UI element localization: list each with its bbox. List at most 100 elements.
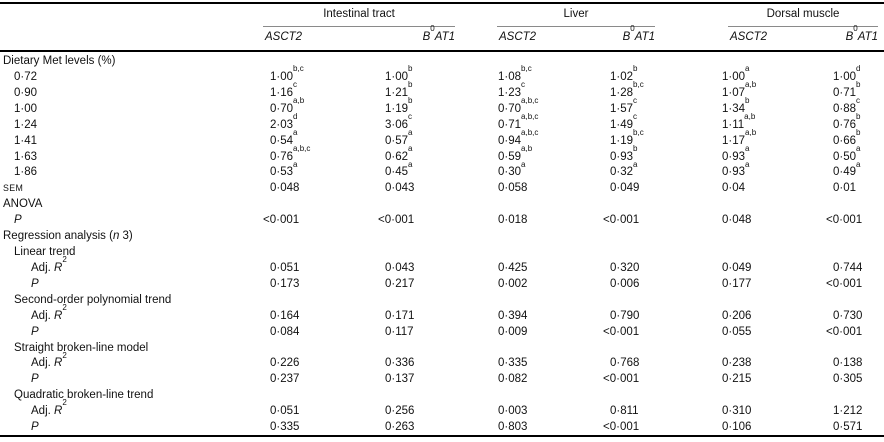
bottom-rule <box>0 435 884 437</box>
row-label: Second-order polynomial trend <box>14 293 172 306</box>
column-group-intestinal-tract: Intestinal tract <box>263 6 455 27</box>
column-group-dorsal-muscle: Dorsal muscle <box>728 6 878 27</box>
row-label: Adj. R2 <box>31 398 67 418</box>
row-label: 0·72 <box>14 70 38 83</box>
value-cell: 1·212 <box>833 405 863 418</box>
value-cell: 0·263 <box>385 421 415 434</box>
value-cell: 0·043 <box>385 261 415 274</box>
value-cell: 0·50a <box>833 143 861 163</box>
value-cell: 0·336 <box>385 357 415 370</box>
table-row: SEM 0·048 0·043 0·058 0·049 0·04 0·01 <box>0 180 884 196</box>
value-cell: 0·53a <box>270 159 298 179</box>
row-label: Straight broken-line model <box>14 341 149 354</box>
value-cell: 0·76a,b,c <box>270 143 311 163</box>
value-cell: 0·006 <box>610 277 640 290</box>
value-cell: 3·06c <box>385 111 413 131</box>
value-cell: 0·01 <box>833 182 857 195</box>
value-cell: 0·88c <box>833 95 861 115</box>
top-rule <box>0 2 884 4</box>
value-cell: 1·28b,c <box>610 80 644 99</box>
value-cell: 0·058 <box>498 182 528 195</box>
value-cell: 0·173 <box>270 277 300 290</box>
table-row: 1·41 0·54a 0·57a 0·94a,b,c 1·19b,c 1·17a,b 0·6… <box>0 127 884 149</box>
col-header-asct2: ASCT2 <box>499 31 537 43</box>
value-cell: 0·177 <box>722 277 752 290</box>
table-row: 1·00 0·70a,b 1·19b 0·70a,b,c 1·57c 1·34b 0·88c <box>0 95 884 117</box>
value-cell: 0·049 <box>722 261 752 274</box>
value-cell: 0·57a <box>385 127 413 147</box>
value-cell: 0·76b <box>833 111 861 131</box>
value-cell: <0·001 <box>603 214 640 227</box>
value-cell: 1·00d <box>833 64 861 83</box>
value-cell: <0·001 <box>603 373 640 386</box>
table-row: Adj. R2 0·051 0·256 0·003 0·811 0·310 1·212 <box>0 398 884 419</box>
value-cell: 0·310 <box>722 405 752 418</box>
table-row: 0·90 1·16c 1·21b 1·23c 1·28b,c 1·07a,b 0·71b <box>0 80 884 101</box>
value-cell: 0·425 <box>498 261 528 274</box>
row-label: Linear trend <box>14 246 76 259</box>
value-cell: <0·001 <box>826 325 863 338</box>
value-cell: <0·001 <box>603 325 640 338</box>
value-cell: 0·051 <box>270 405 300 418</box>
group-label: Intestinal tract <box>323 8 395 20</box>
value-cell: 0·730 <box>833 309 863 322</box>
value-cell: 0·137 <box>385 373 415 386</box>
value-cell: 0·305 <box>833 373 863 386</box>
value-cell: 0·106 <box>722 421 752 434</box>
group-label: Liver <box>563 8 589 20</box>
table-row: Adj. R2 0·051 0·043 0·425 0·320 0·049 0·744 <box>0 255 884 276</box>
table-row: P 0·237 0·137 0·082 <0·001 0·215 0·305 <box>0 371 884 387</box>
value-cell: 1·00b,c <box>270 64 304 83</box>
value-cell: 0·138 <box>833 357 863 370</box>
value-cell: 1·00b <box>385 64 413 83</box>
row-label: Adj. R2 <box>31 255 67 274</box>
table-row: Regression analysis (n 3) <box>0 228 884 244</box>
value-cell: 0·71b <box>833 80 861 99</box>
value-cell: 1·08b,c <box>498 64 532 83</box>
row-label: P <box>31 277 39 290</box>
value-cell: 1·16c <box>270 80 298 99</box>
col-header-asct2: ASCT2 <box>265 31 303 43</box>
table-row: 1·63 0·76a,b,c 0·62a 0·59a,b 0·93b 0·93a 0·50a <box>0 143 884 165</box>
row-label: Adj. R2 <box>31 350 67 370</box>
value-cell: 0·62a <box>385 143 413 163</box>
value-cell: 0·744 <box>833 261 863 274</box>
value-cell: 0·018 <box>498 214 528 227</box>
value-cell: <0·001 <box>603 421 640 434</box>
value-cell: 0·051 <box>270 261 300 274</box>
table-row: ANOVA <box>0 196 884 212</box>
value-cell: 1·21b <box>385 80 413 99</box>
table-row: Adj. R2 0·226 0·336 0·335 0·768 0·238 0·138 <box>0 350 884 371</box>
row-label: 0·90 <box>14 86 38 99</box>
value-cell: 1·34b <box>722 95 750 115</box>
value-cell: 0·238 <box>722 357 752 370</box>
header-body-rule <box>0 50 884 52</box>
value-cell: 1·00a <box>722 64 750 83</box>
row-label: P <box>31 325 39 338</box>
value-cell: 0·215 <box>722 373 752 386</box>
value-cell: 0·003 <box>498 405 528 418</box>
value-cell: 1·02b <box>610 64 638 83</box>
row-label: Dietary Met levels (%) <box>3 55 116 67</box>
value-cell: 0·002 <box>498 277 528 290</box>
group-label: Dorsal muscle <box>766 8 840 20</box>
value-cell: 0·71a,b,c <box>498 111 539 131</box>
value-cell: 0·790 <box>610 309 640 322</box>
table-row: Adj. R2 0·164 0·171 0·394 0·790 0·206 0·730 <box>0 302 884 324</box>
value-cell: 2·03d <box>270 111 298 131</box>
value-cell: 1·19b,c <box>610 127 644 147</box>
value-cell: <0·001 <box>826 214 863 227</box>
value-cell: 0·084 <box>270 325 300 338</box>
row-label: P <box>31 373 39 386</box>
value-cell: 0·055 <box>722 325 752 338</box>
value-cell: 1·11a,b <box>722 111 756 131</box>
row-label: 1·86 <box>14 166 38 179</box>
row-label: ANOVA <box>3 198 43 211</box>
col-header-b0at1: B0AT1 <box>622 24 655 43</box>
table-row: P <0·001 <0·001 0·018 <0·001 0·048 <0·001 <box>0 212 884 228</box>
row-label: 1·24 <box>14 118 38 131</box>
table-row: Quadratic broken-line trend <box>0 387 884 403</box>
row-label: Adj. R2 <box>31 302 67 322</box>
value-cell: 0·59a,b <box>498 143 533 163</box>
value-cell: 0·30a <box>498 159 526 179</box>
